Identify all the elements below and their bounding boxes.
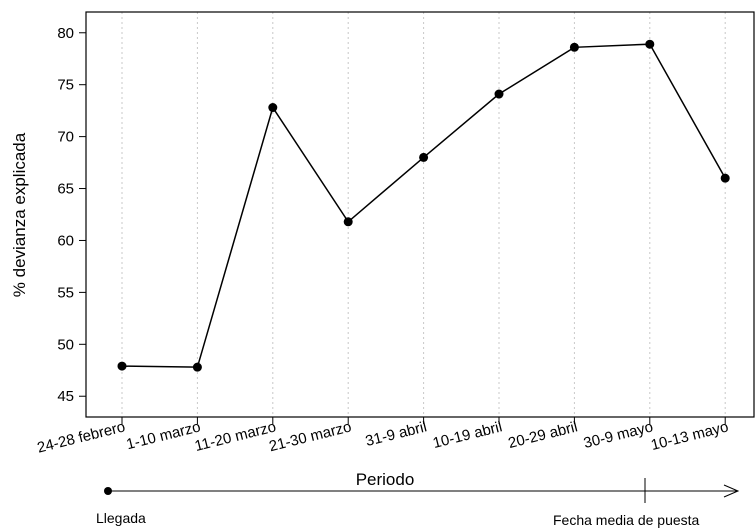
data-point xyxy=(419,152,429,162)
y-tick-label: 80 xyxy=(57,25,74,42)
y-tick-label: 65 xyxy=(57,181,74,198)
start-label: Llegada xyxy=(96,510,146,526)
x-tick-label: 30-9 mayo xyxy=(582,418,655,452)
series-line xyxy=(117,39,730,372)
x-tick-label: 1-10 marzo xyxy=(125,418,203,453)
grid-lines xyxy=(121,12,726,417)
x-tick-label: 10-13 mayo xyxy=(649,418,730,454)
data-point xyxy=(645,39,655,49)
x-axis-title: Periodo xyxy=(356,470,415,489)
data-point xyxy=(268,103,278,113)
y-tick-label: 70 xyxy=(57,129,74,146)
plot-frame xyxy=(85,11,755,418)
data-point xyxy=(343,217,353,227)
x-tick-label: 11-20 marzo xyxy=(193,418,278,455)
end-label: Fecha media de puesta xyxy=(553,512,700,528)
y-axis: 45 50 55 60 65 70 75 80 xyxy=(57,25,86,405)
data-point xyxy=(494,89,504,99)
x-tick-label: 21-30 marzo xyxy=(267,418,353,455)
data-point xyxy=(720,173,730,183)
timeline-arrow xyxy=(104,478,740,503)
x-tick-label: 24-28 febrero xyxy=(35,418,126,456)
x-tick-label: 10-19 abril xyxy=(431,418,504,452)
data-point xyxy=(117,361,127,371)
timeline-start-marker xyxy=(104,487,112,495)
x-tick-label: 20-29 abril xyxy=(506,418,579,452)
data-point xyxy=(569,42,579,52)
data-point xyxy=(192,362,202,372)
x-tick-label: 31-9 abril xyxy=(364,418,429,450)
y-tick-label: 60 xyxy=(57,232,74,249)
y-tick-label: 45 xyxy=(57,388,74,405)
y-tick-label: 55 xyxy=(57,284,74,301)
y-tick-label: 50 xyxy=(57,336,74,353)
y-tick-label: 75 xyxy=(57,77,74,94)
y-axis-title: % devianza explicada xyxy=(10,132,29,297)
